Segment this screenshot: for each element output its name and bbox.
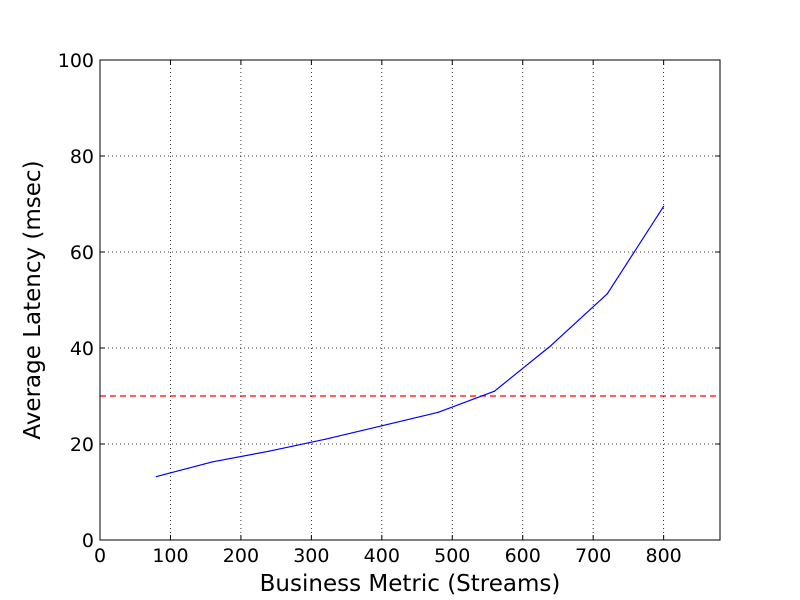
x-tick-label: 300 bbox=[293, 545, 329, 567]
x-tick-label: 600 bbox=[505, 545, 541, 567]
x-axis-label: Business Metric (Streams) bbox=[260, 571, 561, 597]
data-point bbox=[437, 411, 439, 413]
y-tick-label: 40 bbox=[70, 338, 94, 360]
y-tick-label: 100 bbox=[58, 50, 94, 72]
x-tick-label: 500 bbox=[434, 545, 470, 567]
ticks bbox=[99, 59, 720, 541]
data-point bbox=[493, 390, 496, 392]
series-line bbox=[156, 206, 665, 478]
x-tick-label: 800 bbox=[646, 545, 682, 567]
data-point bbox=[324, 438, 327, 440]
data-point bbox=[606, 293, 608, 295]
series-layer bbox=[155, 205, 665, 478]
y-tick-label: 60 bbox=[70, 242, 94, 264]
plot-frame bbox=[99, 59, 721, 541]
grid bbox=[100, 60, 720, 540]
x-tick-labels: 0 100 200 300 400 500 600 700 800 bbox=[94, 545, 682, 567]
x-tick-label: 100 bbox=[152, 545, 188, 567]
y-tick-label: 20 bbox=[70, 434, 94, 456]
x-tick-label: 200 bbox=[223, 545, 259, 567]
data-point bbox=[212, 461, 214, 463]
y-tick-label: 0 bbox=[82, 530, 94, 552]
data-point bbox=[268, 450, 270, 452]
y-tick-labels: 0 20 40 60 80 100 bbox=[58, 50, 94, 552]
y-tick-label: 80 bbox=[70, 146, 94, 168]
x-tick-label: 400 bbox=[364, 545, 400, 567]
x-tick-label: 700 bbox=[575, 545, 611, 567]
x-tick-label: 0 bbox=[94, 545, 106, 567]
data-point bbox=[550, 345, 552, 347]
y-axis-label: Average Latency (msec) bbox=[20, 160, 46, 439]
data-point bbox=[663, 205, 665, 207]
data-point bbox=[155, 476, 157, 478]
data-point bbox=[381, 425, 383, 427]
